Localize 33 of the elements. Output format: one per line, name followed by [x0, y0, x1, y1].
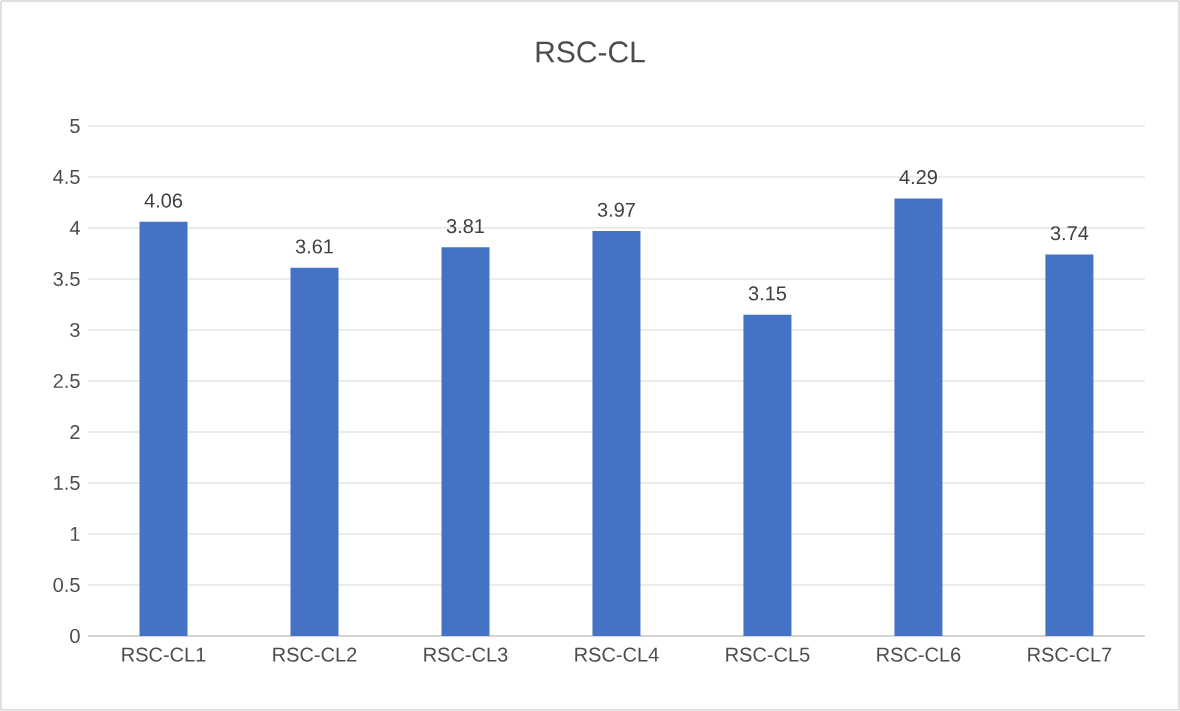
data-label: 3.61 — [295, 239, 333, 254]
data-label: 4.29 — [899, 170, 937, 185]
data-label: 4.06 — [144, 193, 183, 208]
y-tick-label: 1.5 — [54, 476, 80, 490]
y-tick-label: 4 — [69, 221, 80, 235]
y-tick-label: 0.5 — [53, 577, 80, 593]
x-tick-label: RSC-CL7 — [1028, 647, 1112, 662]
y-tick-label: 1 — [70, 527, 80, 541]
data-label: 3.74 — [1050, 226, 1089, 241]
y-tick-label: 3.5 — [53, 271, 80, 287]
chart-title: RSC-CL — [536, 41, 645, 63]
y-tick-label: 4.5 — [53, 170, 80, 184]
bar — [290, 267, 339, 636]
y-tick-label: 0 — [70, 628, 80, 644]
bar — [592, 231, 641, 636]
y-tick-label: 5 — [70, 119, 80, 133]
data-label: 3.97 — [597, 202, 635, 217]
y-tick-label: 3 — [70, 322, 80, 338]
x-tick-label: RSC-CL6 — [877, 647, 961, 662]
data-label: 3.15 — [748, 286, 787, 301]
bar — [1045, 254, 1094, 636]
x-tick-label: RSC-CL1 — [122, 647, 206, 662]
data-label: 3.81 — [446, 219, 484, 234]
x-tick-label: RSC-CL2 — [273, 647, 357, 662]
bar — [441, 247, 490, 636]
bar — [743, 314, 792, 636]
bar — [894, 198, 943, 636]
x-tick-label: RSC-CL4 — [575, 647, 659, 662]
x-tick-label: RSC-CL5 — [726, 647, 810, 662]
y-tick-label: 2.5 — [53, 373, 80, 389]
x-tick-label: RSC-CL3 — [424, 647, 508, 662]
y-tick-label: 2 — [70, 425, 80, 439]
bar — [139, 221, 188, 636]
